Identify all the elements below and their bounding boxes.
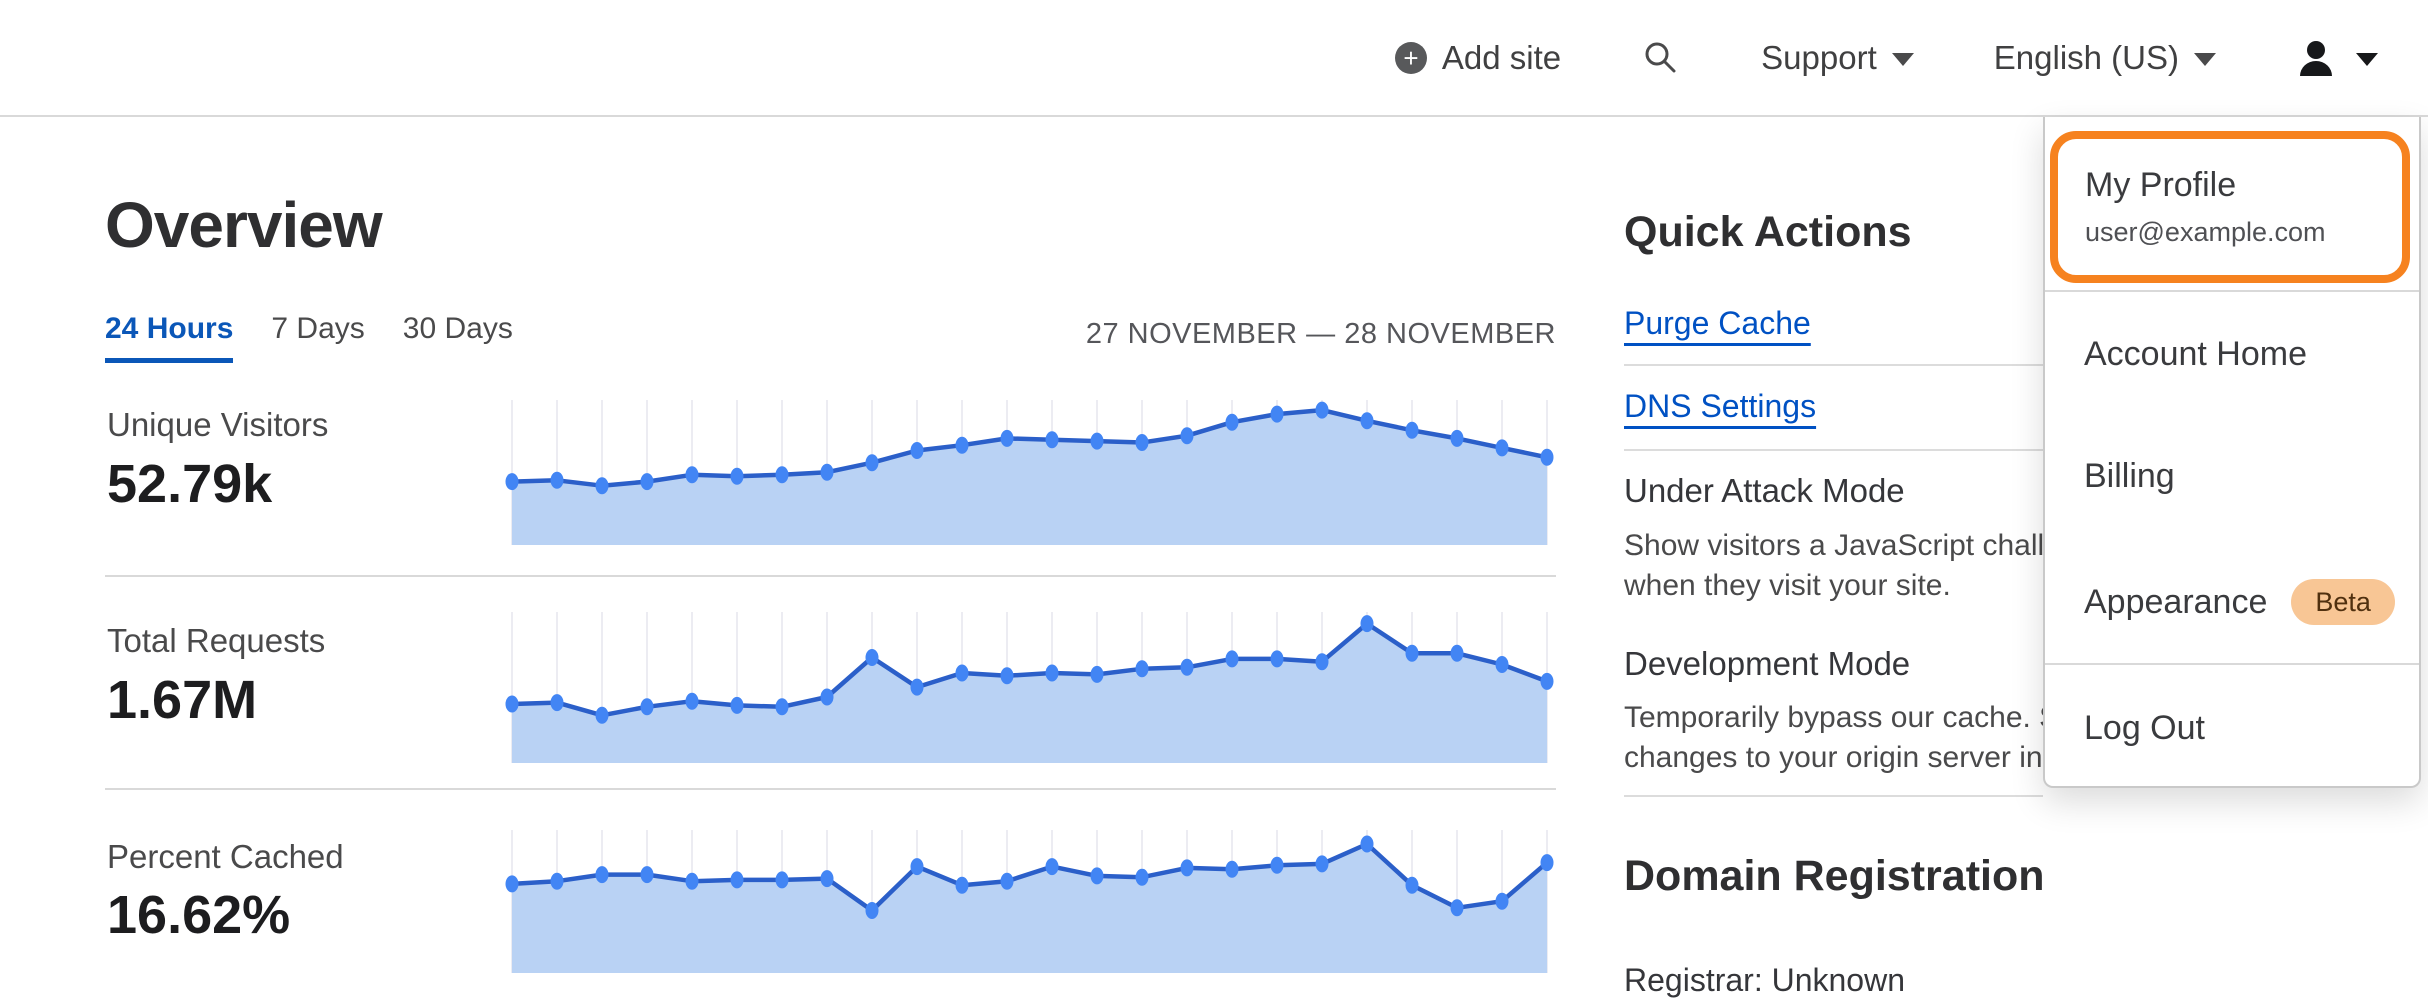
my-profile-menu-item[interactable]: My Profile user@example.com	[2050, 131, 2410, 283]
menu-divider	[2045, 290, 2419, 292]
menu-divider	[2045, 663, 2419, 665]
total-requests-chart[interactable]	[503, 610, 1556, 763]
percent-cached-chart[interactable]	[503, 828, 1556, 973]
user-dropdown-menu: My Profile user@example.com Account Home…	[2043, 117, 2421, 788]
divider	[1624, 795, 2043, 797]
chevron-down-icon	[2356, 53, 2378, 66]
tab-24-hours[interactable]: 24 Hours	[105, 312, 234, 363]
purge-cache-link[interactable]: Purge Cache	[1624, 305, 1811, 341]
chevron-down-icon	[1891, 53, 1914, 66]
tab-30-days[interactable]: 30 Days	[402, 312, 513, 345]
stat-row-unique-visitors: Unique Visitors 52.79k	[105, 398, 1556, 545]
stat-label: Total Requests	[107, 622, 326, 659]
page-title: Overview	[105, 189, 383, 261]
stat-row-percent-cached: Percent Cached 16.62%	[105, 828, 1556, 973]
search-button[interactable]	[1641, 38, 1681, 78]
time-range-tabs: 24 Hours 7 Days 30 Days	[105, 312, 513, 363]
account-home-menu-item[interactable]: Account Home	[2084, 335, 2307, 373]
plus-circle-icon: +	[1394, 41, 1427, 74]
under-attack-mode-title: Under Attack Mode	[1624, 472, 1905, 509]
billing-menu-item[interactable]: Billing	[2084, 457, 2175, 495]
row-divider	[105, 575, 1556, 577]
beta-badge: Beta	[2291, 579, 2395, 625]
support-menu[interactable]: Support	[1761, 39, 1914, 77]
unique-visitors-chart[interactable]	[503, 398, 1556, 545]
stat-label: Percent Cached	[107, 838, 344, 875]
analytics-main: Overview 24 Hours 7 Days 30 Days 27 NOVE…	[105, 0, 1556, 1008]
domain-registration-heading: Domain Registration	[1624, 852, 2045, 900]
search-icon	[1645, 42, 1676, 72]
under-attack-mode-desc: Show visitors a JavaScript challenge whe…	[1624, 529, 2111, 602]
stat-label: Unique Visitors	[107, 406, 329, 443]
divider	[1624, 449, 2043, 451]
registrar-value: Registrar: Unknown	[1624, 962, 1905, 998]
stat-value: 52.79k	[107, 454, 273, 514]
profile-email: user@example.com	[2085, 217, 2326, 247]
stat-row-total-requests: Total Requests 1.67M	[105, 610, 1556, 763]
row-divider	[105, 788, 1556, 790]
user-icon	[2300, 40, 2332, 76]
language-label: English (US)	[1993, 38, 2179, 76]
top-nav: + Add site Support English (US)	[0, 0, 2428, 117]
add-site-button[interactable]: + Add site	[1394, 38, 1562, 77]
date-range-label: 27 NOVEMBER — 28 NOVEMBER	[1085, 318, 1556, 350]
tab-7-days[interactable]: 7 Days	[271, 312, 365, 345]
my-profile-label: My Profile	[2085, 166, 2237, 204]
quick-actions-heading: Quick Actions	[1624, 208, 1912, 256]
support-label: Support	[1761, 38, 1877, 76]
log-out-menu-item[interactable]: Log Out	[2084, 709, 2205, 747]
stat-value: 1.67M	[107, 670, 258, 730]
appearance-menu-item[interactable]: Appearance Beta	[2084, 579, 2395, 625]
add-site-label: Add site	[1441, 38, 1562, 76]
divider	[1624, 364, 2043, 366]
dns-settings-link[interactable]: DNS Settings	[1624, 388, 1817, 424]
language-menu[interactable]: English (US)	[1994, 39, 2216, 77]
user-menu-button[interactable]	[2296, 38, 2378, 78]
quick-actions-column: Quick Actions Purge Cache DNS Settings U…	[1624, 0, 2244, 1008]
chevron-down-icon	[2194, 53, 2216, 66]
stat-value: 16.62%	[107, 885, 291, 945]
development-mode-title: Development Mode	[1624, 645, 1911, 682]
